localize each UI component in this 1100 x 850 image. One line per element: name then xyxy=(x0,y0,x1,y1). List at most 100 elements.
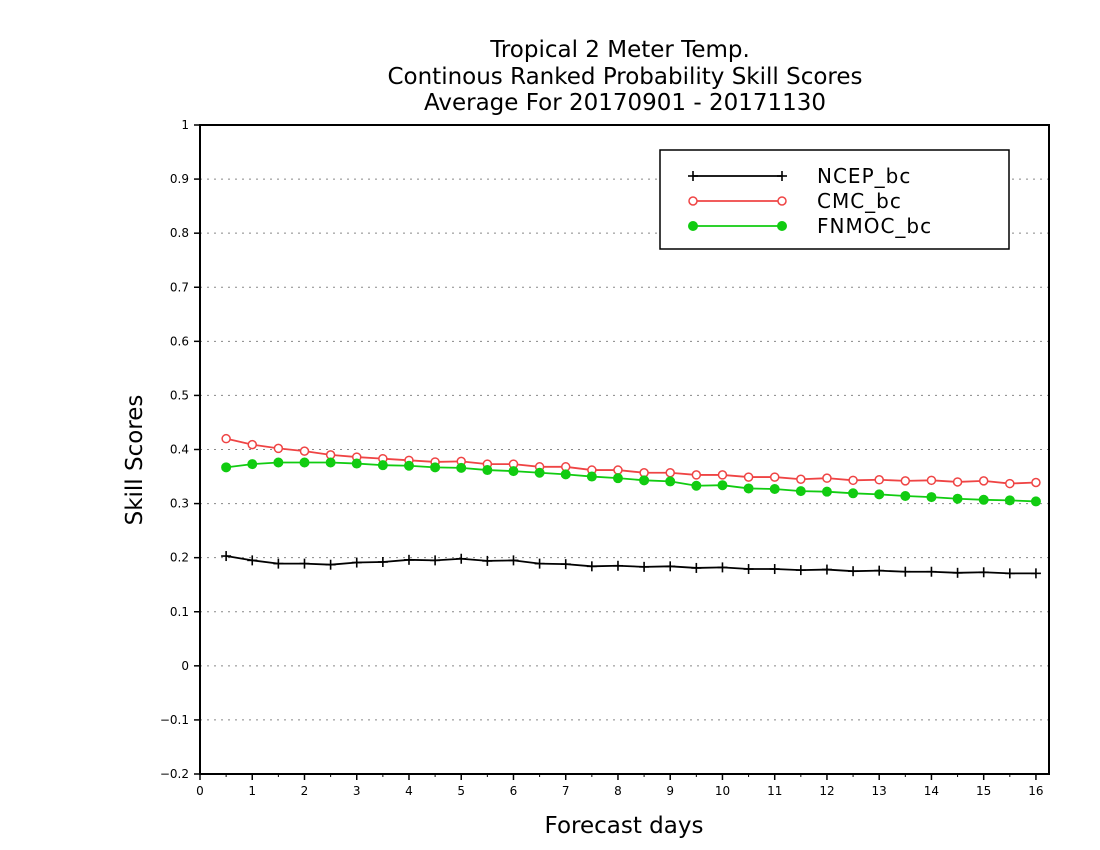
data-point-CMC_bc xyxy=(665,468,675,478)
legend-item-CMC_bc: CMC_bc xyxy=(688,189,902,213)
data-point-NCEP_bc xyxy=(508,555,519,566)
data-point-CMC_bc xyxy=(900,476,911,486)
series-NCEP_bc xyxy=(221,551,1041,579)
legend-item-NCEP_bc: NCEP_bc xyxy=(688,164,911,188)
grid-layer xyxy=(200,178,1049,721)
y-tick-label: 0.7 xyxy=(170,280,189,294)
data-point-NCEP_bc xyxy=(769,564,780,575)
data-point-NCEP_bc xyxy=(586,561,597,572)
x-tick-label: 3 xyxy=(353,784,361,798)
y-tick-label: 0.1 xyxy=(170,605,189,619)
data-point-NCEP_bc xyxy=(665,561,676,572)
data-point-NCEP_bc xyxy=(795,565,806,576)
data-point-CMC_bc xyxy=(796,474,806,484)
data-point-CMC_bc xyxy=(273,443,284,454)
series-line-CMC_bc xyxy=(225,437,1036,485)
data-point-FNMOC_bc xyxy=(273,457,284,468)
data-point-CMC_bc xyxy=(743,472,754,482)
data-point-FNMOC_bc xyxy=(769,483,780,494)
data-point-FNMOC_bc xyxy=(691,480,702,491)
legend-label: CMC_bc xyxy=(817,189,902,213)
data-point-FNMOC_bc xyxy=(926,492,937,503)
data-point-FNMOC_bc xyxy=(952,493,963,504)
data-point-NCEP_bc xyxy=(612,560,623,571)
legend-marker-start xyxy=(688,171,698,181)
data-point-FNMOC_bc xyxy=(560,469,571,480)
data-point-FNMOC_bc xyxy=(377,460,388,471)
data-point-FNMOC_bc xyxy=(456,462,467,473)
data-point-CMC_bc xyxy=(874,475,884,485)
series-line-NCEP_bc xyxy=(225,555,1036,575)
x-tick-label: 13 xyxy=(872,784,887,798)
x-tick-label: 11 xyxy=(767,784,782,798)
legend-marker-end xyxy=(777,171,787,181)
legend-label: NCEP_bc xyxy=(817,164,911,188)
data-point-CMC_bc xyxy=(299,446,310,456)
data-point-FNMOC_bc xyxy=(508,466,519,477)
data-point-FNMOC_bc xyxy=(1004,495,1015,506)
legend-item-FNMOC_bc: FNMOC_bc xyxy=(688,214,931,238)
data-point-CMC_bc xyxy=(952,477,963,487)
data-point-CMC_bc xyxy=(926,475,937,486)
data-point-NCEP_bc xyxy=(639,561,650,572)
y-tick-label: 0.5 xyxy=(170,388,189,402)
y-tick-label: 1 xyxy=(181,118,189,132)
y-tick-label: 0.9 xyxy=(170,172,189,186)
data-point-NCEP_bc xyxy=(403,554,414,565)
x-axis-label: Forecast days xyxy=(545,813,704,839)
data-point-FNMOC_bc xyxy=(639,475,650,486)
data-point-NCEP_bc xyxy=(1030,568,1041,579)
data-point-FNMOC_bc xyxy=(221,462,232,473)
data-point-NCEP_bc xyxy=(247,555,258,566)
data-point-CMC_bc xyxy=(247,439,257,450)
data-point-FNMOC_bc xyxy=(900,491,911,502)
data-point-CMC_bc xyxy=(1031,477,1041,488)
legend-marker-start xyxy=(688,196,698,206)
series-line-FNMOC_bc xyxy=(226,461,1036,503)
data-point-NCEP_bc xyxy=(1004,568,1015,579)
legend-marker-end xyxy=(777,196,787,206)
data-point-FNMOC_bc xyxy=(717,480,728,491)
data-point-FNMOC_bc xyxy=(848,488,859,499)
data-point-FNMOC_bc xyxy=(743,483,754,494)
data-point-FNMOC_bc xyxy=(482,465,493,476)
data-point-FNMOC_bc xyxy=(978,494,989,505)
y-tick-label: 0.6 xyxy=(170,334,189,348)
data-point-NCEP_bc xyxy=(691,562,702,573)
data-point-CMC_bc xyxy=(1005,478,1015,489)
data-point-NCEP_bc xyxy=(534,558,545,569)
data-point-CMC_bc xyxy=(613,465,623,475)
x-tick-label: 6 xyxy=(510,784,518,798)
data-point-FNMOC_bc xyxy=(586,471,597,482)
plot-frame xyxy=(199,124,1050,775)
data-point-NCEP_bc xyxy=(299,558,310,569)
data-point-CMC_bc xyxy=(691,470,702,480)
y-tick-label: −0.1 xyxy=(160,713,189,727)
data-point-NCEP_bc xyxy=(717,562,728,573)
data-point-CMC_bc xyxy=(769,472,780,482)
data-point-NCEP_bc xyxy=(482,555,493,566)
data-point-NCEP_bc xyxy=(221,551,232,562)
data-point-CMC_bc xyxy=(221,433,231,444)
x-tick-label: 1 xyxy=(248,784,256,798)
data-point-NCEP_bc xyxy=(978,567,989,578)
x-tick-label: 14 xyxy=(924,784,939,798)
x-tick-label: 9 xyxy=(666,784,674,798)
x-tick-label: 0 xyxy=(196,784,204,798)
data-point-NCEP_bc xyxy=(821,564,832,575)
chart-title-line-3: Average For 20170901 - 20171130 xyxy=(424,90,826,116)
y-tick-label: 0.4 xyxy=(170,443,189,457)
data-point-NCEP_bc xyxy=(926,566,937,577)
data-point-NCEP_bc xyxy=(273,558,284,569)
legend-marker-start xyxy=(688,221,698,231)
y-tick-label: 0.8 xyxy=(170,226,189,240)
series-layer xyxy=(221,433,1041,579)
y-axis-label: Skill Scores xyxy=(122,395,148,526)
data-point-FNMOC_bc xyxy=(351,458,362,469)
data-point-FNMOC_bc xyxy=(534,467,545,478)
data-point-NCEP_bc xyxy=(900,566,911,577)
x-tick-label: 2 xyxy=(301,784,309,798)
